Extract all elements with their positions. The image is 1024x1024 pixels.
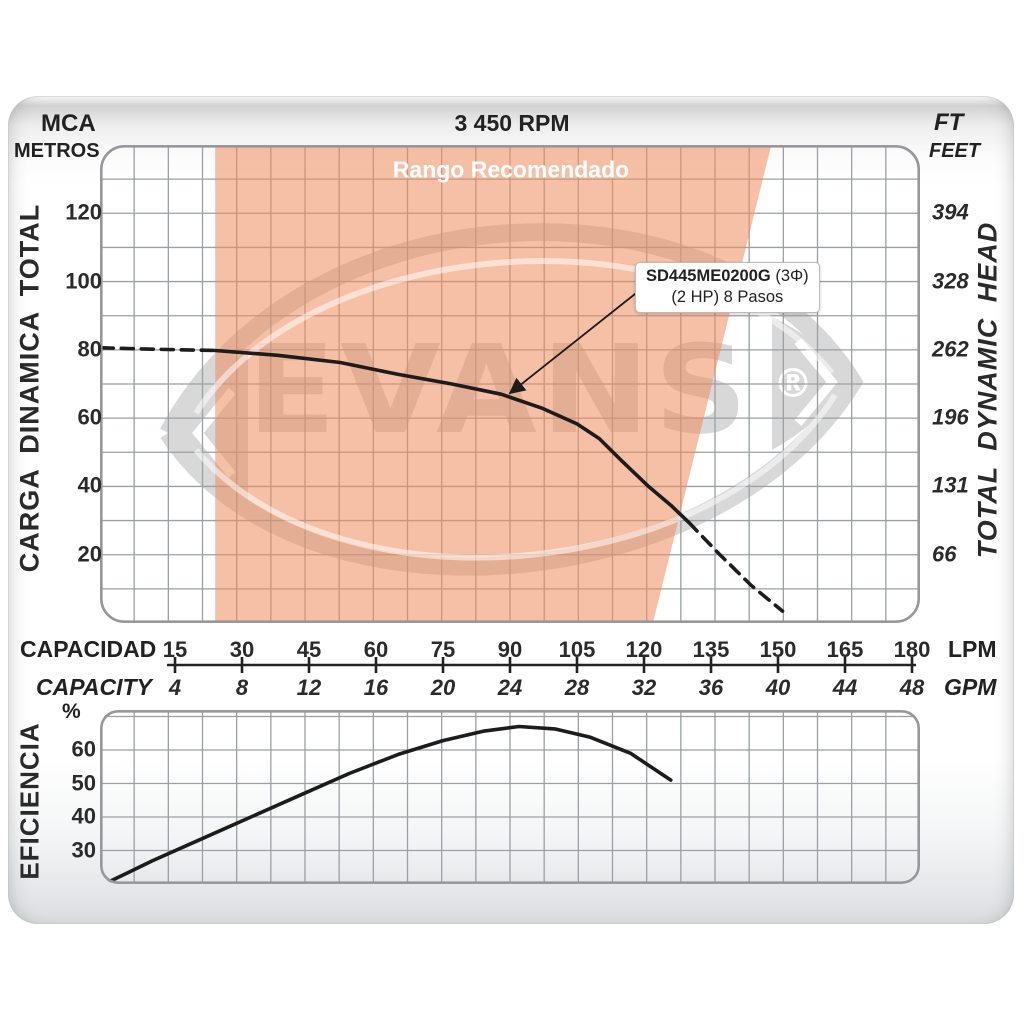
head-curve-series: [100, 346, 785, 613]
watermark-highlight-swoosh: [193, 258, 838, 561]
pump-model-line2: (2 HP) 8 Pasos: [671, 288, 784, 306]
y-axis-title-left: CARGA DINAMICA TOTAL: [14, 203, 45, 573]
gpm-tick: 44: [832, 675, 858, 700]
y-right-tick: 196: [932, 404, 969, 430]
head-capacity-plot: EVANS ®: [99, 144, 921, 623]
efficiency-gridlines: [100, 710, 920, 884]
efficiency-tick: 60: [71, 736, 96, 762]
pump-model-code: SD445ME0200G: [646, 267, 771, 285]
efficiency-plot-frame: [99, 709, 921, 884]
recommended-range-label: Rango Recomendado: [392, 156, 630, 183]
y-axis-title-right: TOTAL DYNAMIC HEAD: [972, 221, 1003, 559]
recommended-range-band: [215, 145, 772, 623]
head-solid: [213, 348, 691, 525]
lpm-tick: 75: [430, 637, 456, 662]
gpm-unit-label: GPM: [944, 674, 997, 700]
left-unit-sub-label: METROS: [14, 140, 100, 162]
efficiency-tick: 40: [71, 803, 96, 829]
lpm-tick: 60: [363, 637, 389, 662]
lpm-tick: 165: [826, 637, 864, 662]
y-right-tick: 394: [932, 199, 969, 225]
lpm-tick: 45: [296, 637, 322, 662]
y-right-tick: 66: [932, 541, 957, 567]
gpm-tick: 28: [564, 675, 590, 700]
chart-title-rpm: 3 450 RPM: [454, 110, 570, 136]
lpm-tick: 15: [162, 637, 188, 662]
pump-model-callout: SD445ME0200G (3Φ) (2 HP) 8 Pasos: [635, 262, 820, 313]
efficiency-curve-series: [106, 724, 673, 884]
head-dashed-tail: [686, 520, 785, 613]
capacity-label-en: CAPACITY: [36, 674, 152, 700]
left-unit-label: MCA: [41, 110, 96, 137]
efficiency-tick: 50: [71, 769, 96, 795]
gpm-tick: 16: [363, 675, 389, 700]
callout-arrow: [508, 289, 641, 395]
pump-model-line1: SD445ME0200G (3Φ): [646, 266, 809, 287]
lpm-tick: 180: [893, 637, 931, 662]
efficiency-unit-label: %: [62, 700, 81, 723]
main-plot-frame: [99, 144, 921, 623]
gpm-tick: 8: [235, 675, 249, 700]
gpm-tick: 4: [168, 675, 182, 700]
lpm-tick: 120: [625, 637, 663, 662]
pump-model-phase: (3Φ): [770, 267, 809, 285]
watermark-right-chevron-icon: [794, 338, 838, 426]
lpm-tick: 105: [558, 637, 596, 662]
y-left-tick: 80: [77, 336, 102, 362]
gpm-tick: 20: [430, 675, 456, 700]
y-right-tick: 131: [932, 472, 969, 498]
right-unit-sub-label: FEET: [929, 140, 981, 162]
y-left-tick: 120: [65, 199, 102, 225]
lpm-tick: 30: [229, 637, 255, 662]
lpm-unit-label: LPM: [948, 636, 997, 662]
gpm-tick: 40: [765, 675, 791, 700]
y-left-tick: 60: [77, 404, 102, 430]
efficiency-plot: [99, 709, 921, 884]
y-right-tick: 328: [932, 268, 969, 294]
capacity-ruler: [167, 657, 916, 673]
y-left-tick: 100: [65, 268, 102, 294]
efficiency-tick: 30: [71, 836, 96, 862]
lpm-tick: 90: [497, 637, 523, 662]
lpm-tick: 150: [759, 637, 797, 662]
gpm-tick: 36: [698, 675, 724, 700]
gpm-tick: 24: [497, 675, 523, 700]
right-unit-label: FT: [934, 109, 964, 136]
gpm-tick: 48: [899, 675, 925, 700]
gpm-tick: 12: [296, 675, 322, 700]
efficiency-curve: [106, 724, 673, 884]
y-left-tick: 20: [77, 541, 102, 567]
y-right-tick: 262: [932, 336, 969, 362]
head-dashed-lead: [100, 346, 217, 353]
gpm-tick: 32: [631, 675, 657, 700]
capacity-label-es: CAPACIDAD: [20, 636, 157, 662]
lpm-tick: 135: [692, 637, 730, 662]
y-left-tick: 40: [77, 472, 102, 498]
